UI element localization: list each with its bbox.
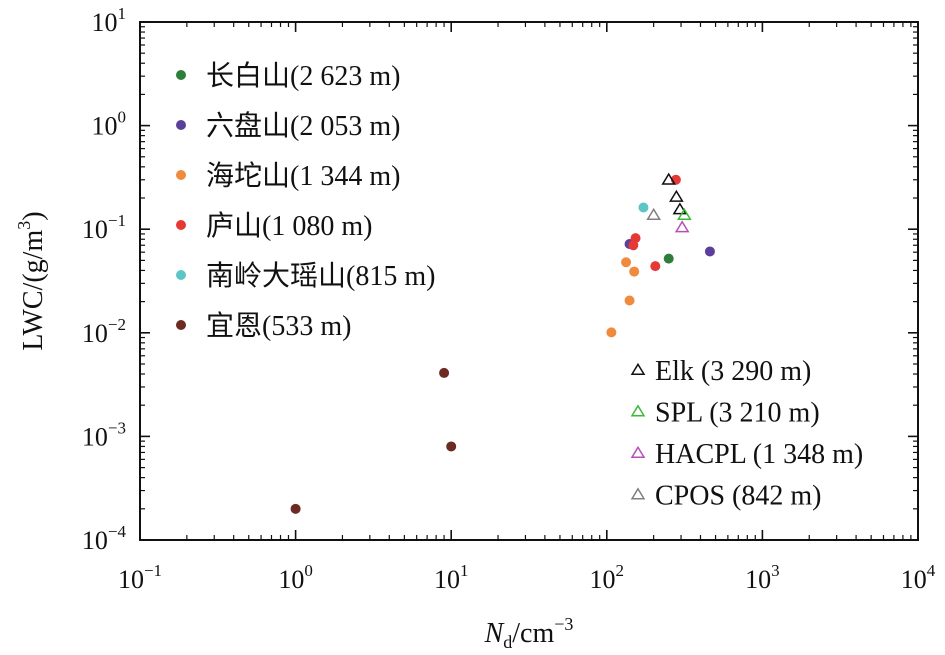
x-tick-label: 100 [278,561,313,594]
legend-marker-circle [176,270,186,280]
legend-label: CPOS (842 m) [655,481,821,512]
data-point-circle [638,202,649,213]
y-tick-label: 100 [92,108,127,141]
x-axis-title: Nd/cm−3 [484,614,574,652]
data-point-circle [446,441,457,452]
axis-ticks [139,21,919,541]
data-point-circle [663,253,674,264]
legend-marker-circle [176,170,186,180]
x-tick-label: 103 [745,561,780,594]
x-tick-label: 102 [590,561,625,594]
data-point-circle [629,266,640,277]
legend-marker-triangle [630,445,646,458]
data-point-circle [439,367,450,378]
data-point-circle [606,327,617,338]
legend-reference: Elk (3 290 m) SPL (3 210 m) HACPL (1 348 m… [630,356,863,512]
y-tick-label: 10−2 [82,315,126,348]
legend-marker-circle [176,70,186,80]
data-point-circle [290,503,301,514]
data-point-circle [628,240,639,251]
legend-label: 宜恩(533 m) [206,310,351,342]
data-point-circle [624,295,635,306]
legend-label: HACPL (1 348 m) [655,439,863,470]
legend-marker-circle [176,120,186,130]
legend-label: 六盘山(2 053 m) [206,110,400,142]
y-axis-title: LWC/(g/m3) [14,211,49,350]
legend-marker-triangle [630,404,646,417]
plot-frame [139,21,919,541]
data-point-triangle [661,172,677,185]
legend-label: Elk (3 290 m) [655,356,811,387]
legend-label: 海坨山(1 344 m) [206,160,400,192]
data-point-circle [704,246,715,257]
y-tick-label: 10−3 [82,418,126,451]
legend-marker-triangle [630,487,646,500]
y-tick-label: 101 [92,4,127,37]
legend-marker-triangle [630,362,646,375]
axis-tick-labels: 10−1 100 101 102 103 104 101 100 10−1 10−2 10−3 10−… [82,4,936,594]
x-tick-label: 104 [901,561,936,594]
data-point-triangle [672,202,688,215]
legend-label: SPL (3 210 m) [655,398,820,429]
legend-marker-circle [176,320,186,330]
y-tick-label: 10−4 [82,522,127,555]
data-point-triangle [669,189,684,202]
x-tick-label: 10−1 [118,561,162,594]
x-tick-label: 101 [434,561,469,594]
data-point-triangle [646,207,661,220]
y-tick-label: 10−1 [82,211,126,244]
legend-label: 南岭大瑶山(815 m) [206,260,435,292]
legend-sites: 长白山(2 623 m) 六盘山(2 053 m) 海坨山(1 344 m) 庐山(1… [176,60,435,342]
data-points [290,172,715,514]
legend-marker-circle [176,220,186,230]
data-point-circle [650,261,661,272]
legend-label: 长白山(2 623 m) [206,60,400,92]
data-point-triangle [677,207,692,220]
legend-label: 庐山(1 080 m) [206,210,372,242]
data-point-triangle [674,220,690,233]
data-point-circle [621,257,632,268]
